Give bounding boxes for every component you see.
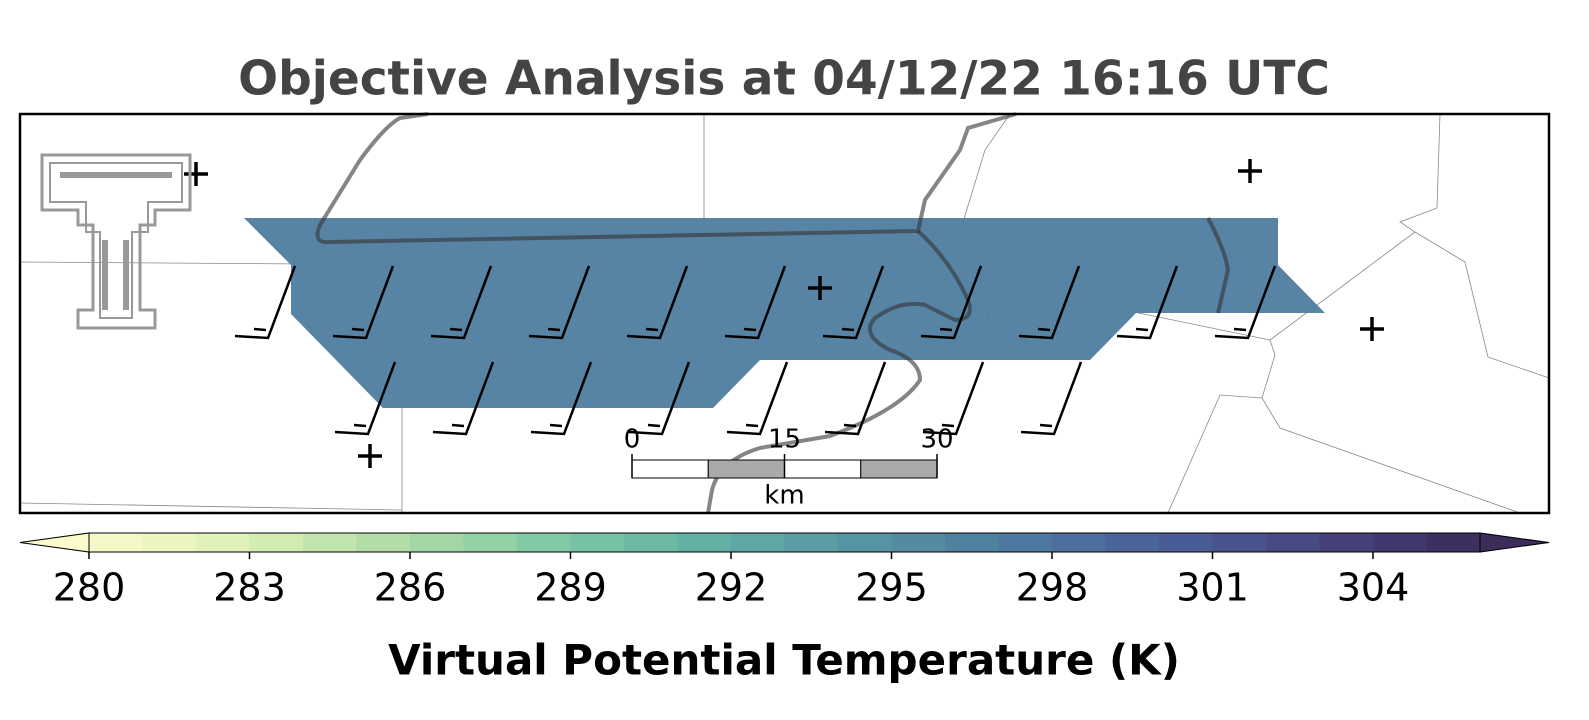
- colorbar-bin: [1212, 533, 1267, 552]
- colorbar-tick-label: 283: [213, 566, 286, 610]
- colorbar-bin: [624, 533, 678, 552]
- wind-barb: [332, 265, 395, 340]
- colorbar-bin: [677, 533, 732, 552]
- title: Objective Analysis at 04/12/22 16:16 UTC: [238, 52, 1330, 107]
- colorbar-bin: [1052, 533, 1106, 552]
- colorbar-bin: [517, 533, 571, 552]
- colorbar-label: Virtual Potential Temperature (K): [388, 636, 1180, 685]
- colorbar-frame: [88, 532, 1481, 553]
- colorbar-tick-label: 298: [1016, 566, 1089, 610]
- colorbar-bin: [1426, 533, 1481, 552]
- colorbar-bin: [891, 533, 946, 552]
- colorbar-bin: [1159, 533, 1213, 552]
- colorbar-bin: [1373, 533, 1427, 552]
- colorbar-bin: [1266, 533, 1320, 552]
- wind-barb: [430, 265, 493, 340]
- colorbar-bin: [410, 533, 464, 552]
- colorbar-tick-label: 286: [374, 566, 447, 610]
- shaded-field: [244, 218, 1325, 408]
- station-markers: [184, 159, 1384, 468]
- wind-barb: [1214, 265, 1277, 340]
- wind-barb: [1020, 361, 1083, 436]
- wind-barb: [234, 265, 297, 340]
- colorbar-extend-high: [1479, 532, 1550, 553]
- colorbar-bin: [1319, 533, 1374, 552]
- wind-barb: [726, 361, 789, 436]
- wind-barb: [626, 265, 689, 340]
- colorbar-bin: [142, 533, 197, 552]
- colorbar-tick-label: 304: [1337, 566, 1410, 610]
- wind-barb: [822, 265, 885, 340]
- scale-segment: [631, 459, 709, 479]
- colorbar-bin: [196, 533, 250, 552]
- wind-barb: [922, 361, 985, 436]
- colorbar-bin: [249, 533, 304, 552]
- colorbar-tick-label: 292: [695, 566, 768, 610]
- colorbar-extend-low: [19, 532, 90, 553]
- colorbar-tick-label: 289: [534, 566, 607, 610]
- colorbar-bin: [838, 533, 892, 552]
- colorbar-tick-label: 301: [1176, 566, 1249, 610]
- colorbar-bin: [463, 533, 518, 552]
- scale-tick-label: 15: [768, 425, 801, 455]
- colorbar: 280 283 286 289 292 295 298 301 304: [19, 532, 1550, 610]
- scale-segment: [784, 459, 862, 479]
- wind-barb: [724, 265, 787, 340]
- colorbar-bin: [303, 533, 357, 552]
- wind-barb: [432, 361, 495, 436]
- colorbar-tick-label: 295: [855, 566, 928, 610]
- scale-segment: [707, 459, 785, 479]
- map: 0 15 30 km: [18, 112, 1551, 515]
- wind-barb: [528, 265, 591, 340]
- colorbar-bin: [1105, 533, 1160, 552]
- colorbar-bin: [998, 533, 1053, 552]
- colorbar-bin: [570, 533, 625, 552]
- wind-barb: [530, 361, 593, 436]
- wind-barb: [920, 265, 983, 340]
- colorbar-bin: [784, 533, 839, 552]
- colorbar-bin: [731, 533, 785, 552]
- logo: [40, 153, 192, 330]
- wind-barb: [1116, 265, 1179, 340]
- scale-unit: km: [764, 481, 804, 511]
- wind-barb: [1018, 265, 1081, 340]
- colorbar-bin: [945, 533, 999, 552]
- colorbar-bin: [356, 533, 411, 552]
- wind-barb: [334, 361, 397, 436]
- scale-bar: 0 15 30 km: [624, 425, 954, 511]
- colorbar-bin: [89, 533, 143, 552]
- wind-barb: [628, 361, 691, 436]
- wind-barb: [824, 361, 887, 436]
- scale-tick-label: 0: [624, 425, 641, 455]
- scale-tick-label: 30: [920, 425, 953, 455]
- scale-segment: [860, 459, 938, 479]
- colorbar-tick-label: 280: [53, 566, 126, 610]
- map-frame: [18, 112, 1551, 515]
- wind-barbs: [234, 265, 1277, 436]
